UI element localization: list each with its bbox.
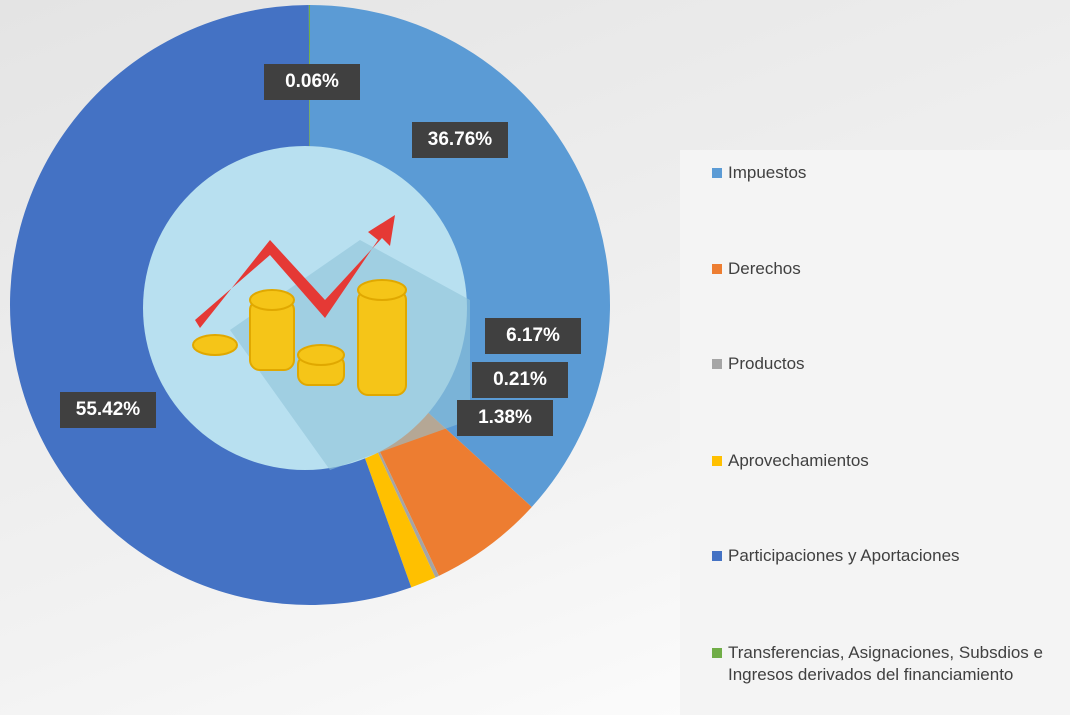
legend-label: Derechos	[728, 259, 801, 278]
data-label: 6.17%	[506, 325, 560, 346]
legend-item: Derechos	[712, 258, 1070, 280]
label-box	[264, 64, 360, 100]
legend-item: Productos	[712, 353, 1070, 375]
chart: 36.76% 6.17% 0.21% 1.38% 55.42% 0.06%	[10, 4, 611, 605]
legend-swatch	[712, 456, 722, 466]
data-label: 0.06%	[285, 71, 339, 92]
legend-label: Productos	[728, 354, 805, 373]
legend-label: Transferencias, Asignaciones, Subsdios e…	[728, 643, 1043, 684]
legend-swatch	[712, 168, 722, 178]
illustration	[143, 146, 470, 470]
data-label: 1.38%	[478, 407, 532, 428]
legend-label: Participaciones y Aportaciones	[728, 546, 960, 565]
legend-item: Transferencias, Asignaciones, Subsdios e…	[712, 642, 1070, 686]
data-label: 55.42%	[76, 399, 141, 420]
label-box	[485, 318, 581, 354]
legend-swatch	[712, 551, 722, 561]
legend-swatch	[712, 264, 722, 274]
label-box	[412, 122, 508, 158]
label-box	[457, 400, 553, 436]
label-box	[472, 362, 568, 398]
legend-swatch	[712, 359, 722, 369]
legend-item: Participaciones y Aportaciones	[712, 545, 1070, 567]
legend: Impuestos Derechos Productos Aprovechamient…	[680, 150, 1070, 715]
legend-item: Impuestos	[712, 162, 1070, 184]
label-box	[60, 392, 156, 428]
data-label: 36.76%	[428, 129, 493, 150]
legend-label: Impuestos	[728, 163, 807, 182]
legend-label: Aprovechamientos	[728, 451, 869, 470]
legend-item: Aprovechamientos	[712, 450, 1070, 472]
data-label: 0.21%	[493, 369, 547, 390]
legend-swatch	[712, 648, 722, 658]
